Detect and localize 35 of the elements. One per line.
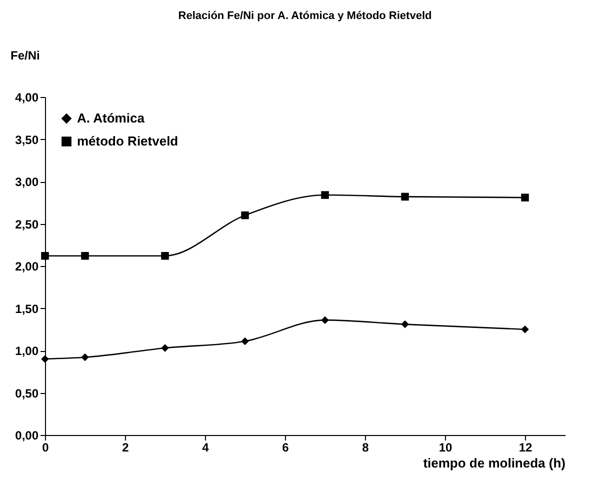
y-tick-label: 0,00 [15,428,39,442]
y-tick-label: 2,00 [15,260,39,274]
chart-title: Relación Fe/Ni por A. Atómica y Método Rietveld [178,10,432,22]
x-axis-title: tiempo de molineda (h) [423,456,566,470]
y-tick-label: 4,00 [15,90,39,104]
point [161,344,169,352]
y-axis-title: Fe/Ni [10,48,40,62]
y-tick-label: 1,50 [15,302,39,316]
legend-label: método Rietveld [77,134,178,148]
x-tick-label: 2 [122,440,130,454]
point [41,355,49,363]
point [521,194,529,202]
point [241,211,249,220]
y-tick-label: 3,50 [15,132,39,147]
point [321,191,329,199]
y-tick-label: 1,00 [15,344,39,358]
point [521,326,529,334]
y-tick-label: 2,50 [15,217,39,232]
x-tick-label: 6 [282,440,290,454]
y-tick-label: 3,00 [15,175,39,189]
x-tick-label: 8 [362,440,370,454]
point [81,353,89,362]
y-tick-label: 0,50 [15,386,39,400]
point [401,320,409,328]
point [161,252,169,260]
point [321,316,329,324]
x-tick-label: 10 [438,440,452,454]
point [41,252,49,260]
x-tick-label: 0 [42,440,50,454]
x-tick-label: 12 [518,440,532,454]
legend-label: A. Atómica [77,110,146,126]
point [81,252,89,260]
x-tick-label: 4 [202,440,210,454]
point [401,192,409,201]
point [241,337,249,346]
